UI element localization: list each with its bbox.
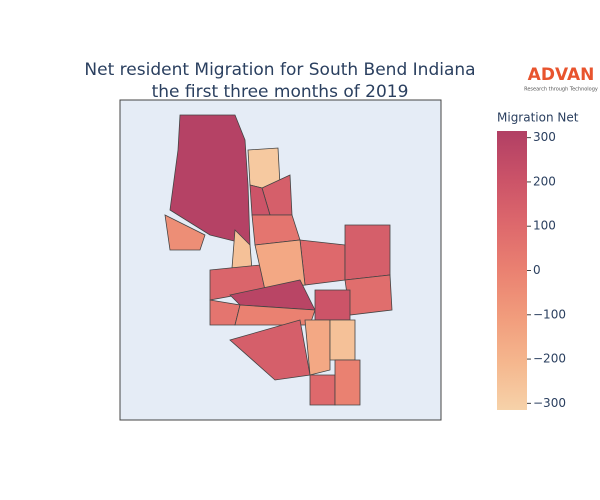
chart-title: Net resident Migration for South Bend In… — [84, 60, 475, 80]
colorbar-tick-label: −300 — [533, 396, 566, 410]
brand-name: ADVAN — [528, 65, 595, 85]
colorbar-tick-label: 200 — [533, 174, 556, 188]
region — [314, 289, 351, 321]
region — [329, 319, 356, 361]
region — [344, 274, 393, 316]
colorbar-tick-label: 0 — [533, 263, 541, 277]
colorbar-title: Migration Net — [497, 111, 579, 125]
colorbar-tick-label: −200 — [533, 352, 566, 366]
region — [164, 214, 206, 251]
colorbar-tick-label: 100 — [533, 219, 556, 233]
colorbar-tick-label: −100 — [533, 307, 566, 321]
colorbar-tick-label: 300 — [533, 130, 556, 144]
region — [254, 239, 306, 291]
region — [309, 374, 336, 406]
region — [299, 239, 346, 286]
region — [334, 359, 361, 406]
colorbar — [497, 131, 527, 410]
chart-title: the first three months of 2019 — [152, 82, 409, 102]
brand-tagline: Research through Technology — [524, 87, 598, 93]
region — [344, 224, 391, 281]
region — [304, 319, 331, 376]
